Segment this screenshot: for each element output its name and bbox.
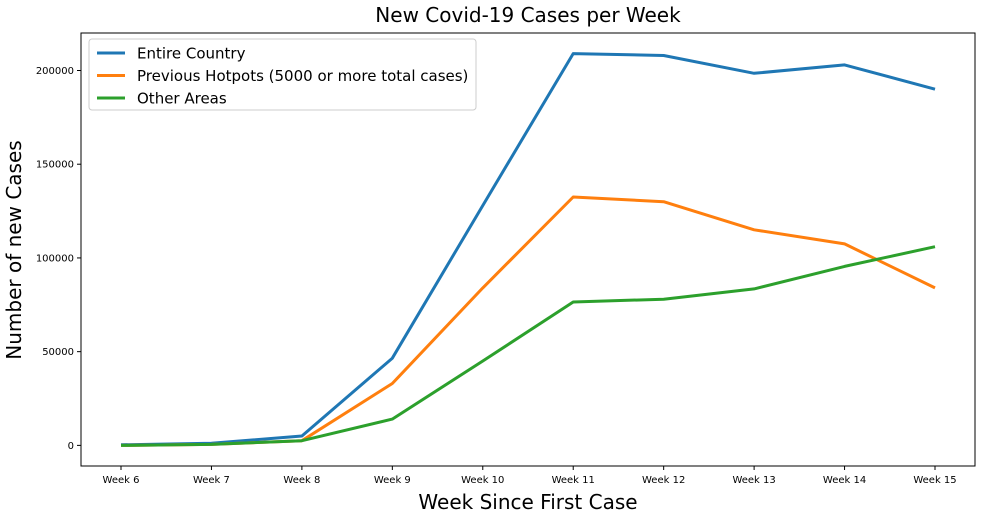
- y-axis-label: Number of new Cases: [2, 140, 26, 359]
- series-lines: [120, 52, 936, 447]
- y-tick-label: 100000: [36, 253, 74, 264]
- x-tick-label: Week 9: [374, 475, 411, 486]
- x-tick-label: Week 8: [283, 475, 320, 486]
- x-tick-label: Week 11: [552, 475, 595, 486]
- legend-box: [88, 38, 477, 111]
- x-tick-label: Week 10: [461, 475, 504, 486]
- legend-label-3: Other Areas: [137, 90, 227, 108]
- y-tick-label: 0: [68, 441, 74, 452]
- x-tick-label: Week 13: [732, 475, 775, 486]
- x-tick-label: Week 7: [193, 475, 230, 486]
- legend: Entire Country Previous Hotpots (5000 or …: [88, 38, 477, 111]
- legend-label-1: Entire Country: [137, 45, 246, 63]
- x-tick-label: Week 15: [913, 475, 956, 486]
- series-line-1: [120, 52, 936, 447]
- x-axis-label: Week Since First Case: [418, 490, 637, 514]
- legend-label-2: Previous Hotpots (5000 or more total cas…: [137, 67, 468, 85]
- x-tick-label: Week 12: [642, 475, 685, 486]
- x-tick-label: Week 14: [823, 475, 866, 486]
- plot-area: [80, 32, 976, 467]
- y-tick-label: 150000: [36, 160, 74, 171]
- series-line-3: [120, 245, 936, 447]
- y-axis: 0 50000 100000 150000 200000: [36, 66, 81, 452]
- y-tick-label: 200000: [36, 66, 74, 77]
- x-tick-label: Week 6: [103, 475, 140, 486]
- chart-title: New Covid-19 Cases per Week: [375, 3, 681, 27]
- y-tick-label: 50000: [42, 347, 74, 358]
- x-axis: Week 6 Week 7 Week 8 Week 9 Week 10 Week 11 We…: [103, 466, 957, 486]
- series-line-2: [120, 195, 936, 447]
